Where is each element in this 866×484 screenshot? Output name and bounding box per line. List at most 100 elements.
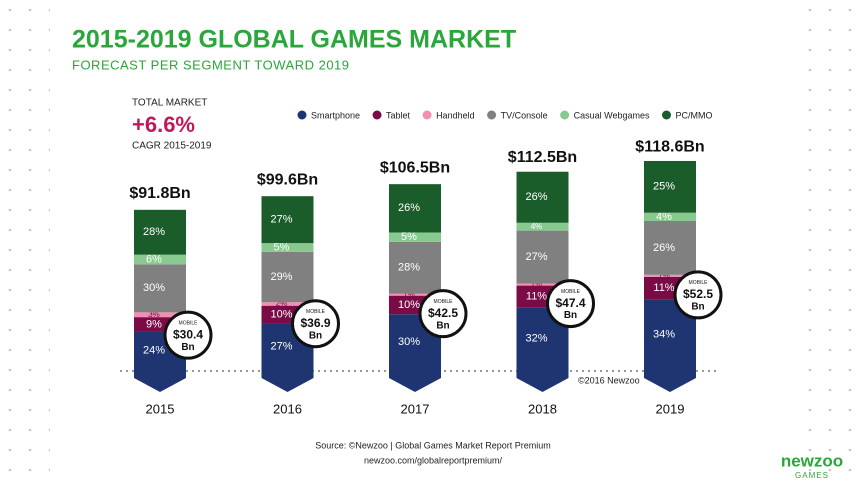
segment-label: 2% [276,299,288,308]
segment-label: 6% [146,253,162,265]
bar-segment [516,283,569,286]
segment-label: 32% [525,332,547,344]
dot-border [806,0,866,484]
chevron [516,370,569,392]
legend-label: TV/Console [501,110,548,120]
segment-label: 30% [398,336,420,348]
bar-segment [389,232,441,242]
chevron [134,370,186,392]
bar-segment [134,312,186,318]
mobile-unit: Bn [691,302,704,313]
chevron [261,370,314,392]
legend-label: Handheld [436,110,475,120]
segment-label: 29% [270,271,292,283]
segment-label: 10% [270,308,292,320]
segment-label: 4% [656,211,672,223]
segment-label: 27% [525,251,547,263]
bar-segment [134,264,186,313]
bar-segment [389,293,441,296]
mobile-bubble [673,270,723,320]
mobile-value: $36.9 [300,316,330,330]
x-tick-label: 2015 [146,401,175,416]
mobile-bubble [163,310,213,360]
segment-label: 11% [653,282,674,294]
mobile-label: MOBILE [179,320,199,326]
x-tick-label: 2017 [401,401,430,416]
total-label: $99.6Bn [257,171,318,188]
segment-label: 4% [531,222,543,231]
segment-label: 28% [398,262,420,274]
mobile-value: $30.4 [173,327,203,341]
mobile-value: $42.5 [428,306,458,320]
segment-label: 5% [274,241,290,253]
segment-label: 30% [143,282,165,294]
segment-label: 3% [148,310,160,319]
mobile-bubble [418,289,468,339]
bar-segment [261,302,314,306]
total-label: $112.5Bn [508,149,577,166]
source-url: newzoo.com/globalreportpremium/ [364,455,503,465]
x-tick-label: 2019 [656,401,685,416]
bar-segment [389,241,441,294]
bar-segment [516,171,569,223]
bar-segment [261,251,314,303]
segment-label: 25% [653,181,675,193]
segment-label: 5% [401,231,417,243]
segment-label: 26% [398,202,420,214]
mobile-value: $47.4 [555,296,585,310]
bar-segment [134,209,186,255]
chart-subtitle: FORECAST PER SEGMENT TOWARD 2019 [72,57,350,72]
total-label: $118.6Bn [635,138,704,155]
bar-segment [644,160,696,213]
mobile-unit: Bn [309,330,322,341]
total-label: $91.8Bn [129,185,190,202]
segment-label: 28% [143,226,165,238]
x-tick-label: 2016 [273,401,302,416]
legend-label: Casual Webgames [574,110,650,120]
mobile-unit: Bn [436,320,449,331]
segment-label: 1% [403,290,415,299]
bar-segment [261,243,314,252]
chevron [644,370,696,392]
bar-segment [516,230,569,284]
segment-label: 34% [653,329,675,341]
copyright: ©2016 Newzoo [578,375,640,385]
total-sub: CAGR 2015-2019 [132,141,212,152]
mobile-label: MOBILE [689,280,709,286]
legend-swatch [560,110,570,120]
logo-sub: GAMES [795,471,829,480]
total-label: $106.5Bn [380,159,450,176]
bar-segment [644,274,696,277]
legend-swatch [372,110,382,120]
bar-segment [516,222,569,231]
mobile-bubble [291,299,340,349]
source: Source: ©Newzoo | Global Games Market Re… [315,440,551,450]
segment-label: 10% [398,299,420,311]
legend-swatch [297,110,307,120]
mobile-bubble [546,279,595,329]
legend-swatch [422,110,432,120]
logo: newzoo [781,451,843,470]
mobile-label: MOBILE [434,299,454,305]
mobile-unit: Bn [181,342,194,353]
segment-label: 1% [658,271,670,280]
legend-swatch [487,110,497,120]
x-tick-label: 2018 [528,401,557,416]
mobile-label: MOBILE [306,309,326,315]
legend-swatch [662,110,671,120]
mobile-label: MOBILE [561,289,581,295]
legend-label: Smartphone [311,110,360,120]
bar-segment [134,254,186,265]
total-label: TOTAL MARKET [132,98,207,109]
segment-label: 1% [531,280,543,289]
chart-title: 2015-2019 GLOBAL GAMES MARKET [72,26,516,54]
legend-label: PC/MMO [676,110,713,120]
mobile-value: $52.5 [683,287,713,301]
segment-label: 9% [146,318,162,330]
mobile-unit: Bn [564,310,577,321]
total-value: +6.6% [132,112,195,137]
segment-label: 26% [653,242,675,254]
legend-label: Tablet [386,110,411,120]
segment-label: 27% [270,340,292,352]
